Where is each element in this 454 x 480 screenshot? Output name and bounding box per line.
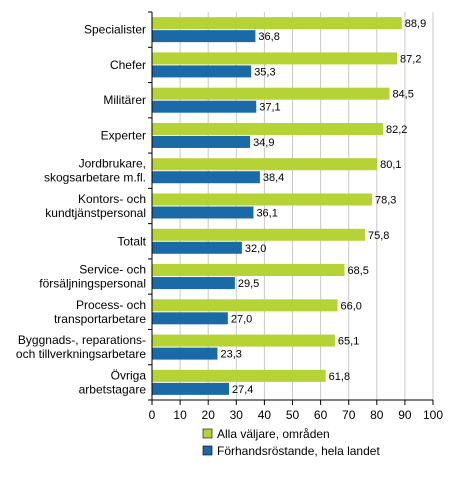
data-label: 61,8 [329, 371, 350, 383]
category-label: Byggnads-, reparations-och tillverknings… [16, 333, 146, 361]
data-label: 75,8 [368, 230, 389, 242]
legend: Alla väljare, områden Förhandsröstande, h… [202, 427, 380, 458]
bar-forhandsrostande [152, 241, 242, 254]
bar-forhandsrostande [152, 347, 218, 360]
legend-swatch-forhandsrostande [202, 445, 213, 456]
data-label: 84,5 [392, 89, 413, 101]
x-tick-label: 20 [202, 408, 216, 422]
category-label: Militärer [103, 93, 146, 107]
data-label: 36,1 [256, 208, 277, 220]
bar-alla-valjare [152, 193, 373, 206]
axis-layer: 0 10 20 30 40 50 60 70 80 90 100 [148, 11, 443, 422]
data-label: 38,4 [263, 172, 284, 184]
bar-forhandsrostande [152, 100, 257, 113]
x-tick-label: 40 [258, 408, 272, 422]
legend-label-forhandsrostande: Förhandsröstande, hela landet [217, 444, 380, 458]
bar-alla-valjare [152, 264, 345, 277]
data-label: 34,9 [253, 137, 274, 149]
category-label: Service- och försäljningspersonal [39, 263, 146, 291]
x-tick-label: 0 [149, 408, 156, 422]
data-label: 23,3 [220, 349, 241, 361]
data-label: 80,1 [380, 159, 401, 171]
legend-swatch-alla-valjare [202, 428, 213, 439]
data-label: 65,1 [338, 336, 359, 348]
x-tick-label: 10 [173, 408, 187, 422]
bar-forhandsrostande [152, 171, 260, 184]
bar-forhandsrostande [152, 277, 235, 290]
bar-alla-valjare [152, 17, 402, 30]
x-tick-label: 30 [230, 408, 244, 422]
category-label: Chefer [110, 58, 146, 72]
bar-alla-valjare [152, 87, 390, 100]
bar-forhandsrostande [152, 312, 228, 325]
data-label: 68,5 [347, 265, 368, 277]
category-label: Experter [101, 128, 146, 142]
bar-forhandsrostande [152, 65, 252, 78]
data-label: 35,3 [254, 66, 275, 78]
bar-alla-valjare [152, 228, 365, 241]
bar-alla-valjare [152, 299, 338, 312]
data-label: 87,2 [400, 53, 421, 65]
category-label: Jordbrukare, skogsarbetare m.fl. [44, 157, 146, 185]
category-label: Specialister [84, 23, 146, 37]
category-label: Process- och transportarbetare [54, 298, 146, 326]
data-label: 66,0 [340, 300, 361, 312]
category-label: Övriga arbetstagare [79, 368, 147, 396]
data-label: 88,9 [405, 18, 426, 30]
bar-alla-valjare [152, 122, 383, 135]
data-label: 82,2 [386, 124, 407, 136]
data-label: 37,1 [259, 102, 280, 114]
data-label: 27,0 [231, 313, 252, 325]
bar-forhandsrostande [152, 382, 229, 395]
legend-label-alla-valjare: Alla väljare, områden [217, 427, 330, 441]
bar-forhandsrostande [152, 135, 251, 148]
x-tick-label: 100 [423, 408, 443, 422]
x-tick-label: 70 [342, 408, 356, 422]
data-label: 36,8 [258, 31, 279, 43]
label-layer: 88,9 36,8 Specialister 87,2 35,3 Chefer 84,5 37… [16, 18, 426, 396]
x-tick-label: 60 [314, 408, 328, 422]
category-label: Kontors- och kundtjänstpersonal [45, 192, 146, 220]
data-label: 32,0 [245, 243, 266, 255]
x-tick-label: 80 [370, 408, 384, 422]
x-tick-label: 90 [398, 408, 412, 422]
bar-alla-valjare [152, 369, 326, 382]
bar-alla-valjare [152, 52, 398, 65]
data-label: 27,4 [232, 384, 253, 396]
bar-alla-valjare [152, 334, 335, 347]
category-label: Totalt [117, 234, 146, 248]
bar-layer [152, 17, 402, 395]
bar-forhandsrostande [152, 30, 256, 43]
bar-forhandsrostande [152, 206, 254, 219]
x-tick-label: 50 [286, 408, 300, 422]
data-label: 78,3 [375, 195, 396, 207]
data-label: 29,5 [238, 278, 259, 290]
bar-alla-valjare [152, 158, 378, 171]
